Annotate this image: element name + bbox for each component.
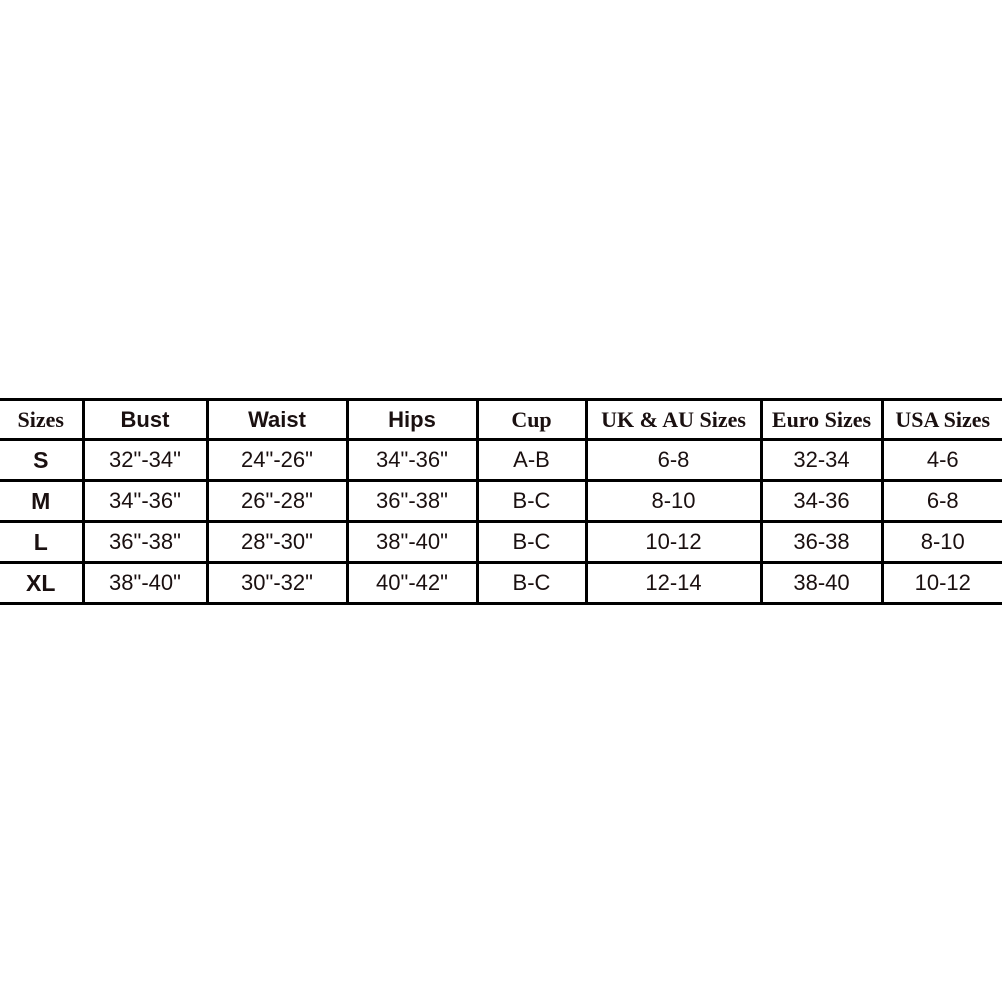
cell-size: S [0,438,85,482]
cell-usa: 10-12 [882,561,1002,605]
cell-size: XL [0,561,85,605]
cell-bust: 38"-40" [83,561,209,605]
column-header-euro-sizes: Euro Sizes [761,398,884,441]
cell-usa: 4-6 [882,438,1002,482]
cell-size: M [0,479,85,523]
size-chart-container: Sizes Bust Waist Hips Cup UK & AU Sizes … [0,398,1002,605]
cell-uk-au: 6-8 [586,438,763,482]
cell-cup: B-C [477,561,588,605]
table-row: L 36"-38" 28"-30" 38"-40" B-C 10-12 36-3… [0,520,1002,564]
cell-hips: 40"-42" [347,561,479,605]
cell-uk-au: 10-12 [586,520,763,564]
table-header: Sizes Bust Waist Hips Cup UK & AU Sizes … [0,398,1002,441]
cell-bust: 32"-34" [83,438,209,482]
column-header-sizes: Sizes [0,398,85,441]
column-header-usa-sizes: USA Sizes [882,398,1002,441]
cell-hips: 34"-36" [347,438,479,482]
cell-waist: 24"-26" [207,438,349,482]
cell-usa: 8-10 [882,520,1002,564]
column-header-hips: Hips [347,398,479,441]
header-row: Sizes Bust Waist Hips Cup UK & AU Sizes … [0,398,1002,441]
cell-uk-au: 8-10 [586,479,763,523]
cell-euro: 32-34 [761,438,884,482]
cell-euro: 38-40 [761,561,884,605]
cell-size: L [0,520,85,564]
cell-bust: 36"-38" [83,520,209,564]
cell-cup: B-C [477,479,588,523]
cell-cup: A-B [477,438,588,482]
column-header-waist: Waist [207,398,349,441]
column-header-uk-au-sizes: UK & AU Sizes [586,398,763,441]
cell-euro: 36-38 [761,520,884,564]
cell-euro: 34-36 [761,479,884,523]
column-header-bust: Bust [83,398,209,441]
cell-cup: B-C [477,520,588,564]
table-row: XL 38"-40" 30"-32" 40"-42" B-C 12-14 38-… [0,561,1002,605]
cell-waist: 30"-32" [207,561,349,605]
cell-bust: 34"-36" [83,479,209,523]
cell-usa: 6-8 [882,479,1002,523]
cell-hips: 36"-38" [347,479,479,523]
column-header-cup: Cup [477,398,588,441]
table-body: S 32"-34" 24"-26" 34"-36" A-B 6-8 32-34 … [0,438,1002,605]
table-row: M 34"-36" 26"-28" 36"-38" B-C 8-10 34-36… [0,479,1002,523]
size-chart-table: Sizes Bust Waist Hips Cup UK & AU Sizes … [0,398,1002,605]
cell-waist: 28"-30" [207,520,349,564]
cell-waist: 26"-28" [207,479,349,523]
cell-uk-au: 12-14 [586,561,763,605]
table-row: S 32"-34" 24"-26" 34"-36" A-B 6-8 32-34 … [0,438,1002,482]
cell-hips: 38"-40" [347,520,479,564]
